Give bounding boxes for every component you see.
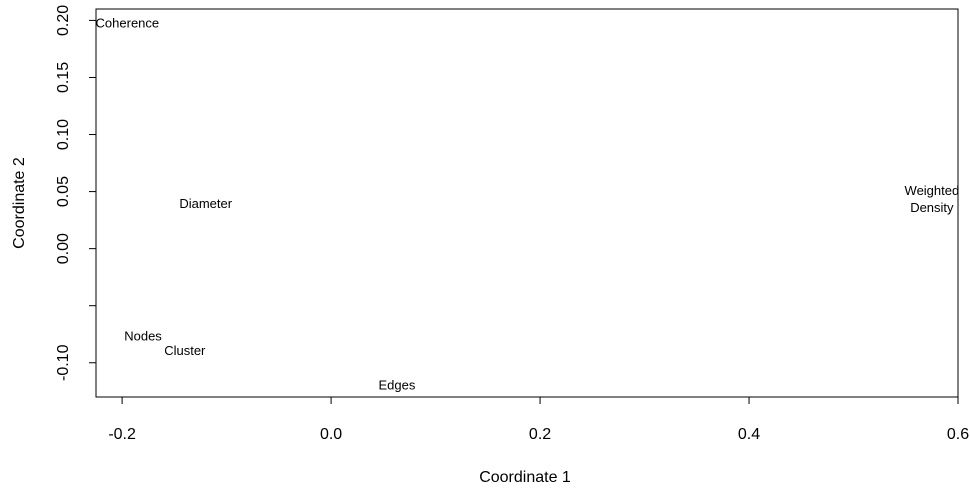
x-tick-label: 0.4 bbox=[738, 426, 760, 443]
point-label: Edges bbox=[378, 377, 415, 392]
point-label: Cluster bbox=[164, 343, 206, 358]
x-tick-label: -0.2 bbox=[108, 426, 136, 443]
y-tick-label: 0.10 bbox=[55, 119, 72, 150]
x-tick-label: 0.0 bbox=[320, 426, 342, 443]
y-tick-label: 0.05 bbox=[55, 176, 72, 207]
y-tick-label: 0.20 bbox=[55, 5, 72, 36]
point-label: Diameter bbox=[179, 196, 232, 211]
y-axis: -0.10 0.00 0.05 0.10 0.15 0.20 bbox=[55, 5, 96, 381]
x-axis: -0.2 0.0 0.2 0.4 0.6 bbox=[108, 397, 969, 443]
x-axis-title: Coordinate 1 bbox=[479, 469, 571, 486]
point-label: Nodes bbox=[124, 328, 162, 343]
plot-frame bbox=[95, 8, 959, 398]
y-axis-title: Coordinate 2 bbox=[11, 157, 28, 249]
point-label: Coherence bbox=[96, 16, 160, 31]
x-tick-label: 0.6 bbox=[947, 426, 969, 443]
y-tick-label: 0.00 bbox=[55, 233, 72, 264]
x-tick-label: 0.2 bbox=[529, 426, 551, 443]
y-tick-label: 0.15 bbox=[55, 62, 72, 93]
y-tick-label: -0.10 bbox=[55, 344, 72, 381]
point-label: Weighted Density bbox=[905, 183, 960, 215]
